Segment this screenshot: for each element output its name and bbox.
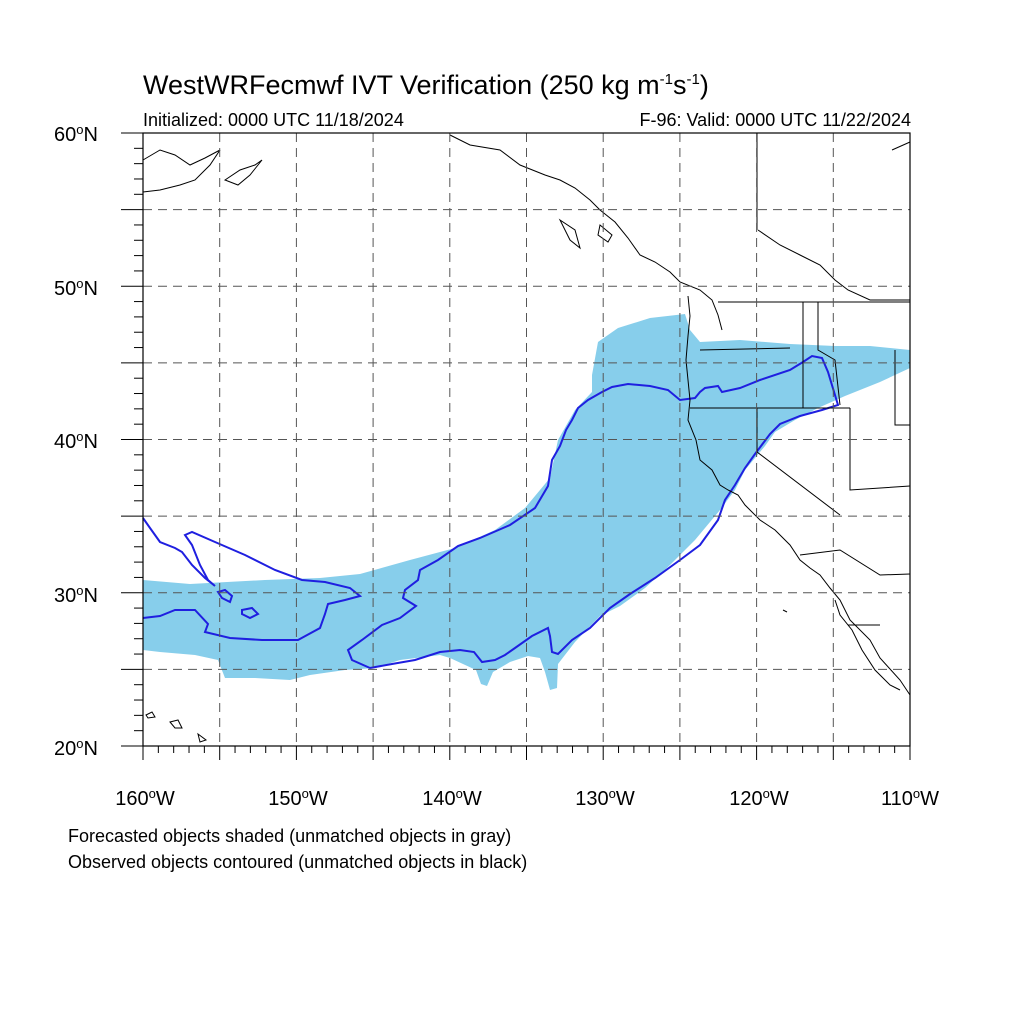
observed-ivt-contour <box>346 354 840 670</box>
lon-label-130w: 130oW <box>575 786 635 810</box>
lon-label-150w: 150oW <box>268 786 328 810</box>
observed-ivt-contour-west <box>142 517 363 641</box>
footnote-observed: Observed objects contoured (unmatched ob… <box>68 852 528 872</box>
lat-label-40n: 40oN <box>54 429 98 453</box>
observed-ivt-contour-loop <box>216 588 260 620</box>
lon-label-160w: 160oW <box>115 786 175 810</box>
lon-label-110w: 110oW <box>880 786 940 810</box>
lon-label-120w: 120oW <box>729 786 789 810</box>
graticule-grid <box>143 133 910 746</box>
lat-label-60n: 60oN <box>54 122 98 146</box>
lat-label-30n: 30oN <box>54 583 98 607</box>
initialized-time: Initialized: 0000 UTC 11/18/2024 <box>143 110 404 130</box>
axis-ticks <box>121 132 911 760</box>
lon-label-140w: 140oW <box>422 786 482 810</box>
footnote-forecast: Forecasted objects shaded (unmatched obj… <box>68 826 512 846</box>
valid-time: F-96: Valid: 0000 UTC 11/22/2024 <box>639 110 912 130</box>
map-frame <box>142 132 911 747</box>
chart-title: WestWRFecmwf IVT Verification (250 kg m-… <box>143 70 709 100</box>
lat-label-20n: 20oN <box>54 736 98 760</box>
lat-label-50n: 50oN <box>54 276 98 300</box>
